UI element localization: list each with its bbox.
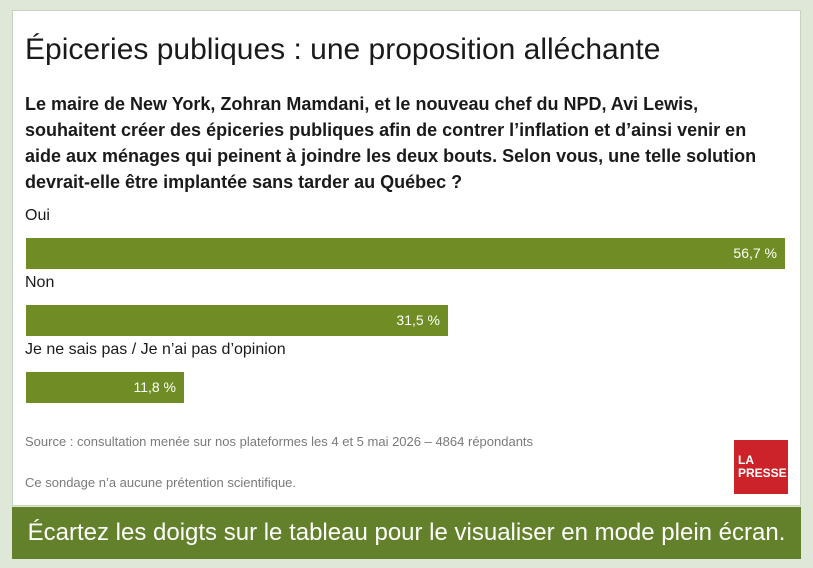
- option-bar-value: 56,7 %: [733, 245, 777, 261]
- option-bar-value: 31,5 %: [396, 312, 440, 328]
- poll-card: Épiceries publiques : une proposition al…: [12, 10, 801, 506]
- poll-question: Le maire de New York, Zohran Mamdani, et…: [25, 94, 757, 192]
- option-label: Oui: [25, 207, 50, 224]
- la-presse-logo: LA PRESSE: [734, 440, 788, 494]
- source-note: Source : consultation menée sur nos plat…: [25, 434, 534, 449]
- option-bar: 11,8 %: [26, 372, 184, 403]
- option-label: Je ne sais pas / Je n’ai pas d’opinion: [25, 341, 286, 358]
- poll-title: Épiceries publiques : une proposition al…: [25, 33, 661, 66]
- option-bar: 31,5 %: [26, 305, 448, 336]
- fullscreen-hint-banner: Écartez les doigts sur le tableau pour l…: [12, 507, 801, 559]
- disclaimer-note: Ce sondage n’a aucune prétention scienti…: [25, 475, 297, 490]
- logo-line-2: PRESSE: [738, 466, 787, 480]
- option-bar: 56,7 %: [26, 238, 785, 269]
- option-bar-value: 11,8 %: [133, 379, 176, 395]
- logo-line-1: LA: [738, 453, 754, 467]
- option-label: Non: [25, 274, 55, 291]
